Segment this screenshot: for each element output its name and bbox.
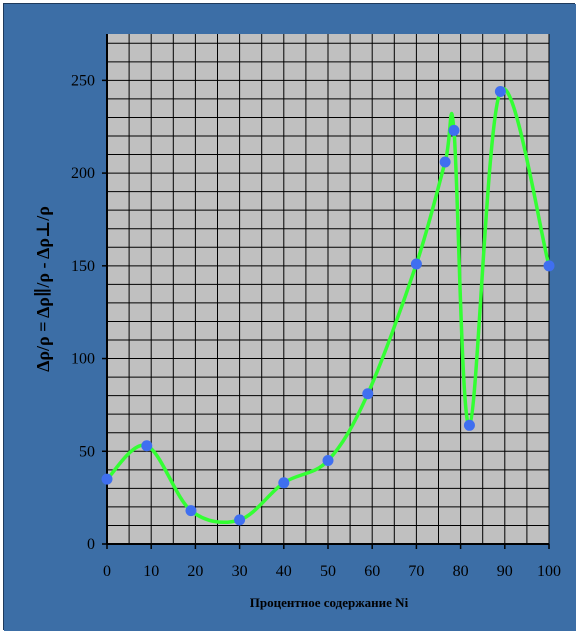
x-tick-label: 90 [497, 563, 513, 580]
data-point [322, 455, 334, 467]
y-tick-labels: 0 50 100 150 200 250 [71, 72, 107, 553]
x-tick-label: 50 [320, 563, 336, 580]
y-axis-label: Δρ/ρ = Δρ∥/ρ - Δρ⊥/ρ [33, 206, 53, 372]
data-point [278, 477, 290, 489]
data-point [234, 514, 246, 526]
data-point [463, 419, 475, 431]
y-tick-label: 250 [71, 72, 95, 89]
y-tick-label: 150 [71, 258, 95, 275]
data-point [543, 260, 555, 272]
data-point [448, 124, 460, 136]
data-point [439, 156, 451, 168]
line-chart: 0 10 20 30 40 50 60 70 80 90 100 0 50 100 150 200 250 П… [4, 4, 576, 631]
y-tick-label: 200 [71, 165, 95, 182]
data-point [362, 388, 374, 400]
y-tick-label: 50 [79, 443, 95, 460]
data-point [141, 440, 153, 452]
data-point [185, 505, 197, 517]
x-tick-label: 20 [187, 563, 203, 580]
x-tick-label: 0 [103, 563, 111, 580]
x-tick-label: 100 [537, 563, 561, 580]
data-point [101, 473, 113, 485]
chart-frame: 0 10 20 30 40 50 60 70 80 90 100 0 50 100 150 200 250 П… [3, 3, 576, 631]
x-axis-label: Процентное содержание Ni [250, 595, 409, 610]
x-tick-labels: 0 10 20 30 40 50 60 70 80 90 100 [103, 544, 561, 580]
series-layer [101, 85, 555, 526]
x-tick-label: 70 [408, 563, 424, 580]
x-tick-label: 60 [364, 563, 380, 580]
y-tick-label: 100 [71, 351, 95, 368]
y-tick-label: 0 [87, 536, 95, 553]
x-tick-label: 30 [232, 563, 248, 580]
series-line [105, 86, 551, 525]
x-tick-label: 40 [276, 563, 292, 580]
x-tick-label: 80 [453, 563, 469, 580]
data-point [494, 85, 506, 97]
x-tick-label: 10 [143, 563, 159, 580]
data-point [410, 258, 422, 270]
